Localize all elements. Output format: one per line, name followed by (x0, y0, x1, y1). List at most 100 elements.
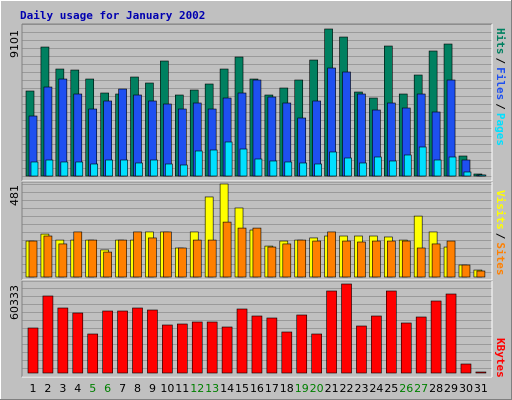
bar (90, 163, 99, 177)
bar (254, 158, 263, 177)
bar (236, 308, 248, 374)
bar (180, 164, 188, 177)
bar (267, 246, 277, 278)
legend-separator: / (494, 58, 507, 65)
bar (326, 290, 337, 374)
bar (43, 235, 53, 278)
bar (209, 149, 218, 177)
bar (387, 240, 396, 278)
bar (415, 316, 427, 374)
bar (148, 237, 157, 278)
bar (446, 240, 456, 278)
x-tick-label: 2 (44, 382, 51, 395)
bar (117, 310, 128, 374)
bar (207, 239, 217, 278)
y-tick-label: 481 (8, 185, 21, 206)
legend-entry: Files (494, 67, 507, 100)
x-tick-label: 26 (399, 382, 413, 395)
x-tick-label: 27 (414, 382, 428, 395)
legend: KBytes (494, 338, 507, 378)
bar (206, 321, 218, 374)
x-tick-label: 5 (89, 382, 96, 395)
bar (401, 240, 411, 278)
x-tick-label: 14 (220, 382, 234, 395)
bar (371, 315, 382, 374)
bar (475, 371, 487, 374)
legend-separator: / (494, 233, 507, 240)
x-tick-label: 24 (369, 382, 383, 395)
bar (461, 264, 471, 278)
chart-title: Daily usage for January 2002 (20, 9, 205, 22)
bar (329, 151, 337, 177)
bar (30, 161, 39, 177)
x-tick-label: 29 (444, 382, 458, 395)
bar (27, 327, 39, 374)
legend-entry: Visits (494, 190, 507, 230)
bar (132, 307, 143, 374)
x-tick-label: 30 (459, 382, 473, 395)
bar (28, 240, 38, 278)
bar (356, 325, 367, 374)
bar (312, 240, 321, 278)
bar (445, 293, 457, 374)
x-tick-label: 4 (74, 382, 81, 395)
x-tick-label: 22 (340, 382, 354, 395)
bar (416, 247, 426, 278)
bar (57, 307, 69, 374)
x-tick-label: 6 (104, 382, 111, 395)
bar (191, 321, 203, 374)
bar (269, 160, 278, 177)
bar (284, 161, 293, 177)
bar (314, 163, 322, 177)
bar (73, 231, 83, 278)
bar (299, 162, 308, 177)
x-tick-label: 21 (325, 382, 339, 395)
y-tick-label: 9101 (8, 30, 21, 58)
bar (222, 221, 232, 278)
bar (103, 251, 112, 278)
bar (403, 154, 412, 177)
bar (374, 156, 382, 177)
x-tick-label: 16 (250, 382, 264, 395)
x-tick-label: 11 (175, 382, 189, 395)
x-tick-label: 19 (295, 382, 309, 395)
bar (224, 141, 233, 177)
x-tick-label: 8 (134, 382, 141, 395)
bar (359, 162, 367, 177)
bar (75, 161, 84, 177)
bar (147, 309, 158, 374)
x-tick-label: 18 (280, 382, 294, 395)
bar (105, 159, 113, 177)
bar (42, 295, 54, 374)
x-tick-label: 1 (30, 382, 37, 395)
bar (194, 150, 203, 177)
bar (72, 312, 84, 374)
x-tick-label: 10 (160, 382, 174, 395)
y-tick-label: 60333 (8, 285, 21, 320)
legend-separator: / (494, 103, 507, 110)
legend-entry: KBytes (494, 338, 507, 378)
x-tick-label: 9 (149, 382, 156, 395)
x-tick-label: 7 (119, 382, 126, 395)
bar (162, 324, 173, 374)
x-tick-label: 23 (354, 382, 368, 395)
bar (58, 78, 68, 177)
bar (165, 163, 173, 177)
bar (282, 243, 292, 278)
bar (418, 146, 427, 177)
x-tick-label: 17 (265, 382, 279, 395)
bar (221, 326, 233, 374)
x-tick-label: 3 (59, 382, 66, 395)
bar (460, 363, 472, 374)
bar (281, 331, 293, 374)
bar (342, 240, 351, 278)
bar (252, 227, 262, 278)
bar (463, 171, 472, 177)
bar (478, 174, 487, 177)
x-tick-label: 20 (310, 382, 324, 395)
x-tick-label: 13 (205, 382, 219, 395)
bar (87, 333, 99, 374)
bar (386, 290, 397, 374)
bar (476, 270, 486, 278)
